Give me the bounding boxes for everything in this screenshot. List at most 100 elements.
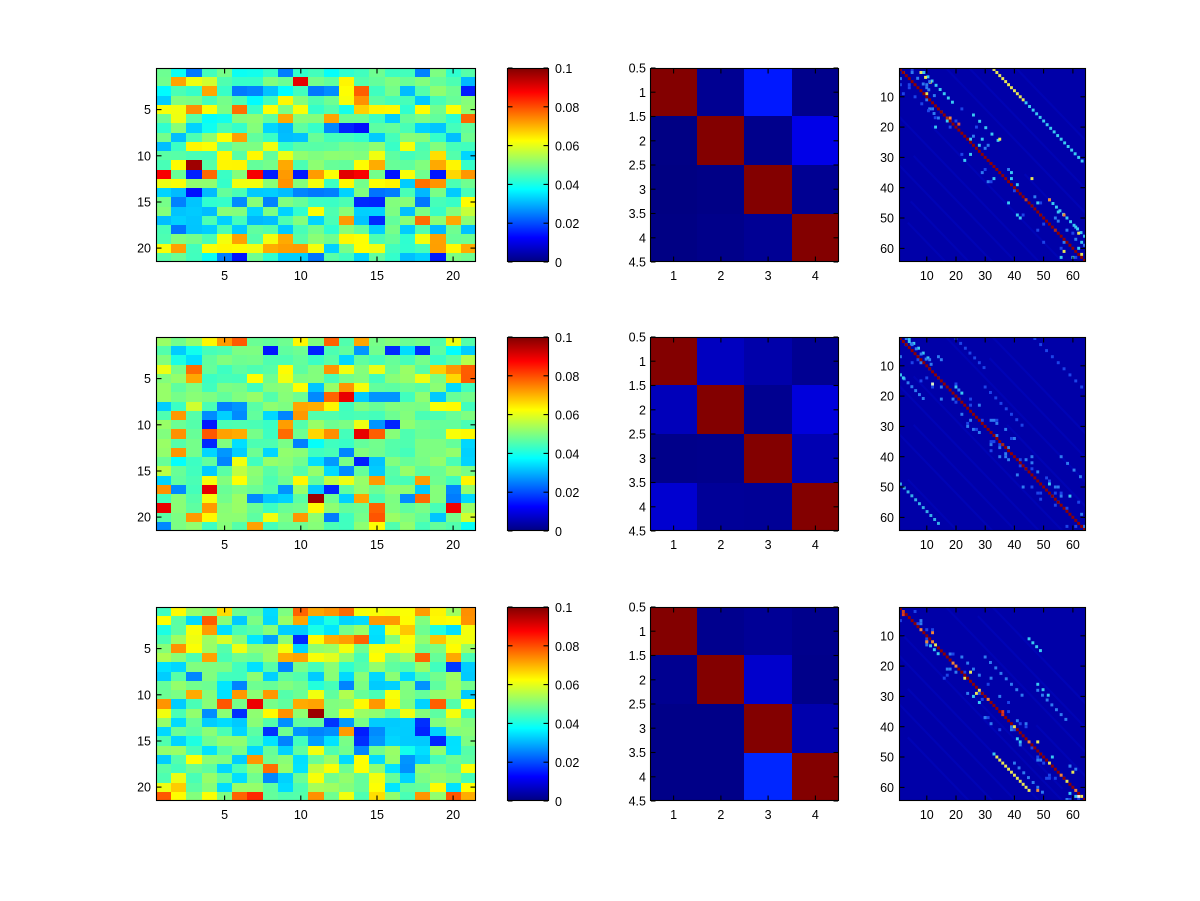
svg-text:60: 60 (880, 511, 894, 525)
svg-text:1: 1 (639, 625, 646, 639)
svg-text:0.06: 0.06 (555, 140, 579, 154)
svg-text:30: 30 (978, 538, 992, 552)
svg-text:20: 20 (880, 660, 894, 674)
svg-text:20: 20 (880, 121, 894, 135)
svg-text:3.5: 3.5 (629, 476, 646, 490)
svg-text:4: 4 (812, 808, 819, 822)
svg-text:20: 20 (446, 808, 460, 822)
svg-text:20: 20 (137, 242, 151, 256)
svg-text:0.5: 0.5 (629, 601, 646, 615)
svg-text:0.02: 0.02 (555, 756, 579, 770)
svg-text:10: 10 (137, 418, 151, 432)
svg-text:2: 2 (639, 673, 646, 687)
svg-text:5: 5 (144, 642, 151, 656)
svg-text:5: 5 (144, 372, 151, 386)
svg-text:4: 4 (639, 770, 646, 784)
svg-text:2: 2 (639, 403, 646, 417)
svg-text:2: 2 (717, 808, 724, 822)
svg-text:5: 5 (221, 269, 228, 283)
svg-text:0.04: 0.04 (555, 178, 579, 192)
svg-text:4: 4 (639, 231, 646, 245)
svg-text:20: 20 (137, 781, 151, 795)
svg-text:3: 3 (639, 183, 646, 197)
svg-text:50: 50 (880, 751, 894, 765)
svg-text:0.1: 0.1 (555, 331, 572, 345)
svg-text:15: 15 (137, 196, 151, 210)
svg-text:60: 60 (1066, 538, 1080, 552)
svg-text:10: 10 (880, 90, 894, 104)
svg-text:15: 15 (370, 269, 384, 283)
svg-text:10: 10 (294, 808, 308, 822)
svg-text:0.06: 0.06 (555, 679, 579, 693)
svg-text:10: 10 (920, 538, 934, 552)
svg-text:3.5: 3.5 (629, 746, 646, 760)
svg-text:0.5: 0.5 (629, 331, 646, 345)
svg-text:2.5: 2.5 (629, 698, 646, 712)
svg-text:30: 30 (978, 269, 992, 283)
svg-text:2: 2 (639, 134, 646, 148)
svg-text:0.02: 0.02 (555, 217, 579, 231)
svg-text:20: 20 (949, 538, 963, 552)
svg-text:30: 30 (880, 690, 894, 704)
svg-text:5: 5 (144, 103, 151, 117)
svg-text:0.04: 0.04 (555, 447, 579, 461)
svg-text:4: 4 (812, 538, 819, 552)
svg-text:4.5: 4.5 (629, 795, 646, 809)
svg-text:1.5: 1.5 (629, 110, 646, 124)
svg-text:60: 60 (1066, 808, 1080, 822)
svg-text:40: 40 (880, 450, 894, 464)
svg-text:0.08: 0.08 (555, 101, 579, 115)
svg-text:3: 3 (765, 538, 772, 552)
svg-text:1.5: 1.5 (629, 649, 646, 663)
svg-text:20: 20 (446, 269, 460, 283)
svg-text:20: 20 (949, 808, 963, 822)
svg-text:10: 10 (137, 149, 151, 163)
svg-text:30: 30 (978, 808, 992, 822)
svg-text:50: 50 (1037, 808, 1051, 822)
svg-text:4: 4 (639, 500, 646, 514)
svg-text:0.1: 0.1 (555, 601, 572, 615)
svg-text:1: 1 (670, 269, 677, 283)
svg-text:1: 1 (670, 808, 677, 822)
svg-text:3.5: 3.5 (629, 207, 646, 221)
svg-text:10: 10 (880, 629, 894, 643)
svg-text:15: 15 (370, 538, 384, 552)
svg-text:0.08: 0.08 (555, 370, 579, 384)
svg-text:15: 15 (370, 808, 384, 822)
svg-text:0.5: 0.5 (629, 62, 646, 76)
svg-text:50: 50 (1037, 269, 1051, 283)
svg-text:0: 0 (555, 256, 562, 270)
svg-text:0.06: 0.06 (555, 409, 579, 423)
svg-text:3: 3 (639, 722, 646, 736)
svg-text:20: 20 (446, 538, 460, 552)
svg-text:10: 10 (920, 269, 934, 283)
svg-text:20: 20 (880, 390, 894, 404)
svg-text:1: 1 (670, 538, 677, 552)
svg-text:3: 3 (639, 452, 646, 466)
svg-text:5: 5 (221, 538, 228, 552)
svg-text:10: 10 (294, 269, 308, 283)
svg-text:15: 15 (137, 465, 151, 479)
svg-text:2.5: 2.5 (629, 159, 646, 173)
svg-text:1.5: 1.5 (629, 379, 646, 393)
svg-text:0: 0 (555, 795, 562, 809)
svg-text:3: 3 (765, 808, 772, 822)
svg-text:2: 2 (717, 269, 724, 283)
svg-text:50: 50 (880, 481, 894, 495)
svg-text:4.5: 4.5 (629, 525, 646, 539)
svg-text:0.02: 0.02 (555, 486, 579, 500)
svg-text:0.1: 0.1 (555, 62, 572, 76)
svg-text:40: 40 (1007, 269, 1021, 283)
svg-text:60: 60 (880, 781, 894, 795)
svg-text:10: 10 (294, 538, 308, 552)
svg-text:1: 1 (639, 86, 646, 100)
svg-text:50: 50 (880, 212, 894, 226)
svg-text:40: 40 (880, 181, 894, 195)
svg-text:5: 5 (221, 808, 228, 822)
svg-text:40: 40 (1007, 808, 1021, 822)
svg-text:60: 60 (1066, 269, 1080, 283)
svg-text:0.08: 0.08 (555, 640, 579, 654)
svg-text:10: 10 (137, 688, 151, 702)
svg-text:30: 30 (880, 420, 894, 434)
svg-text:10: 10 (880, 359, 894, 373)
